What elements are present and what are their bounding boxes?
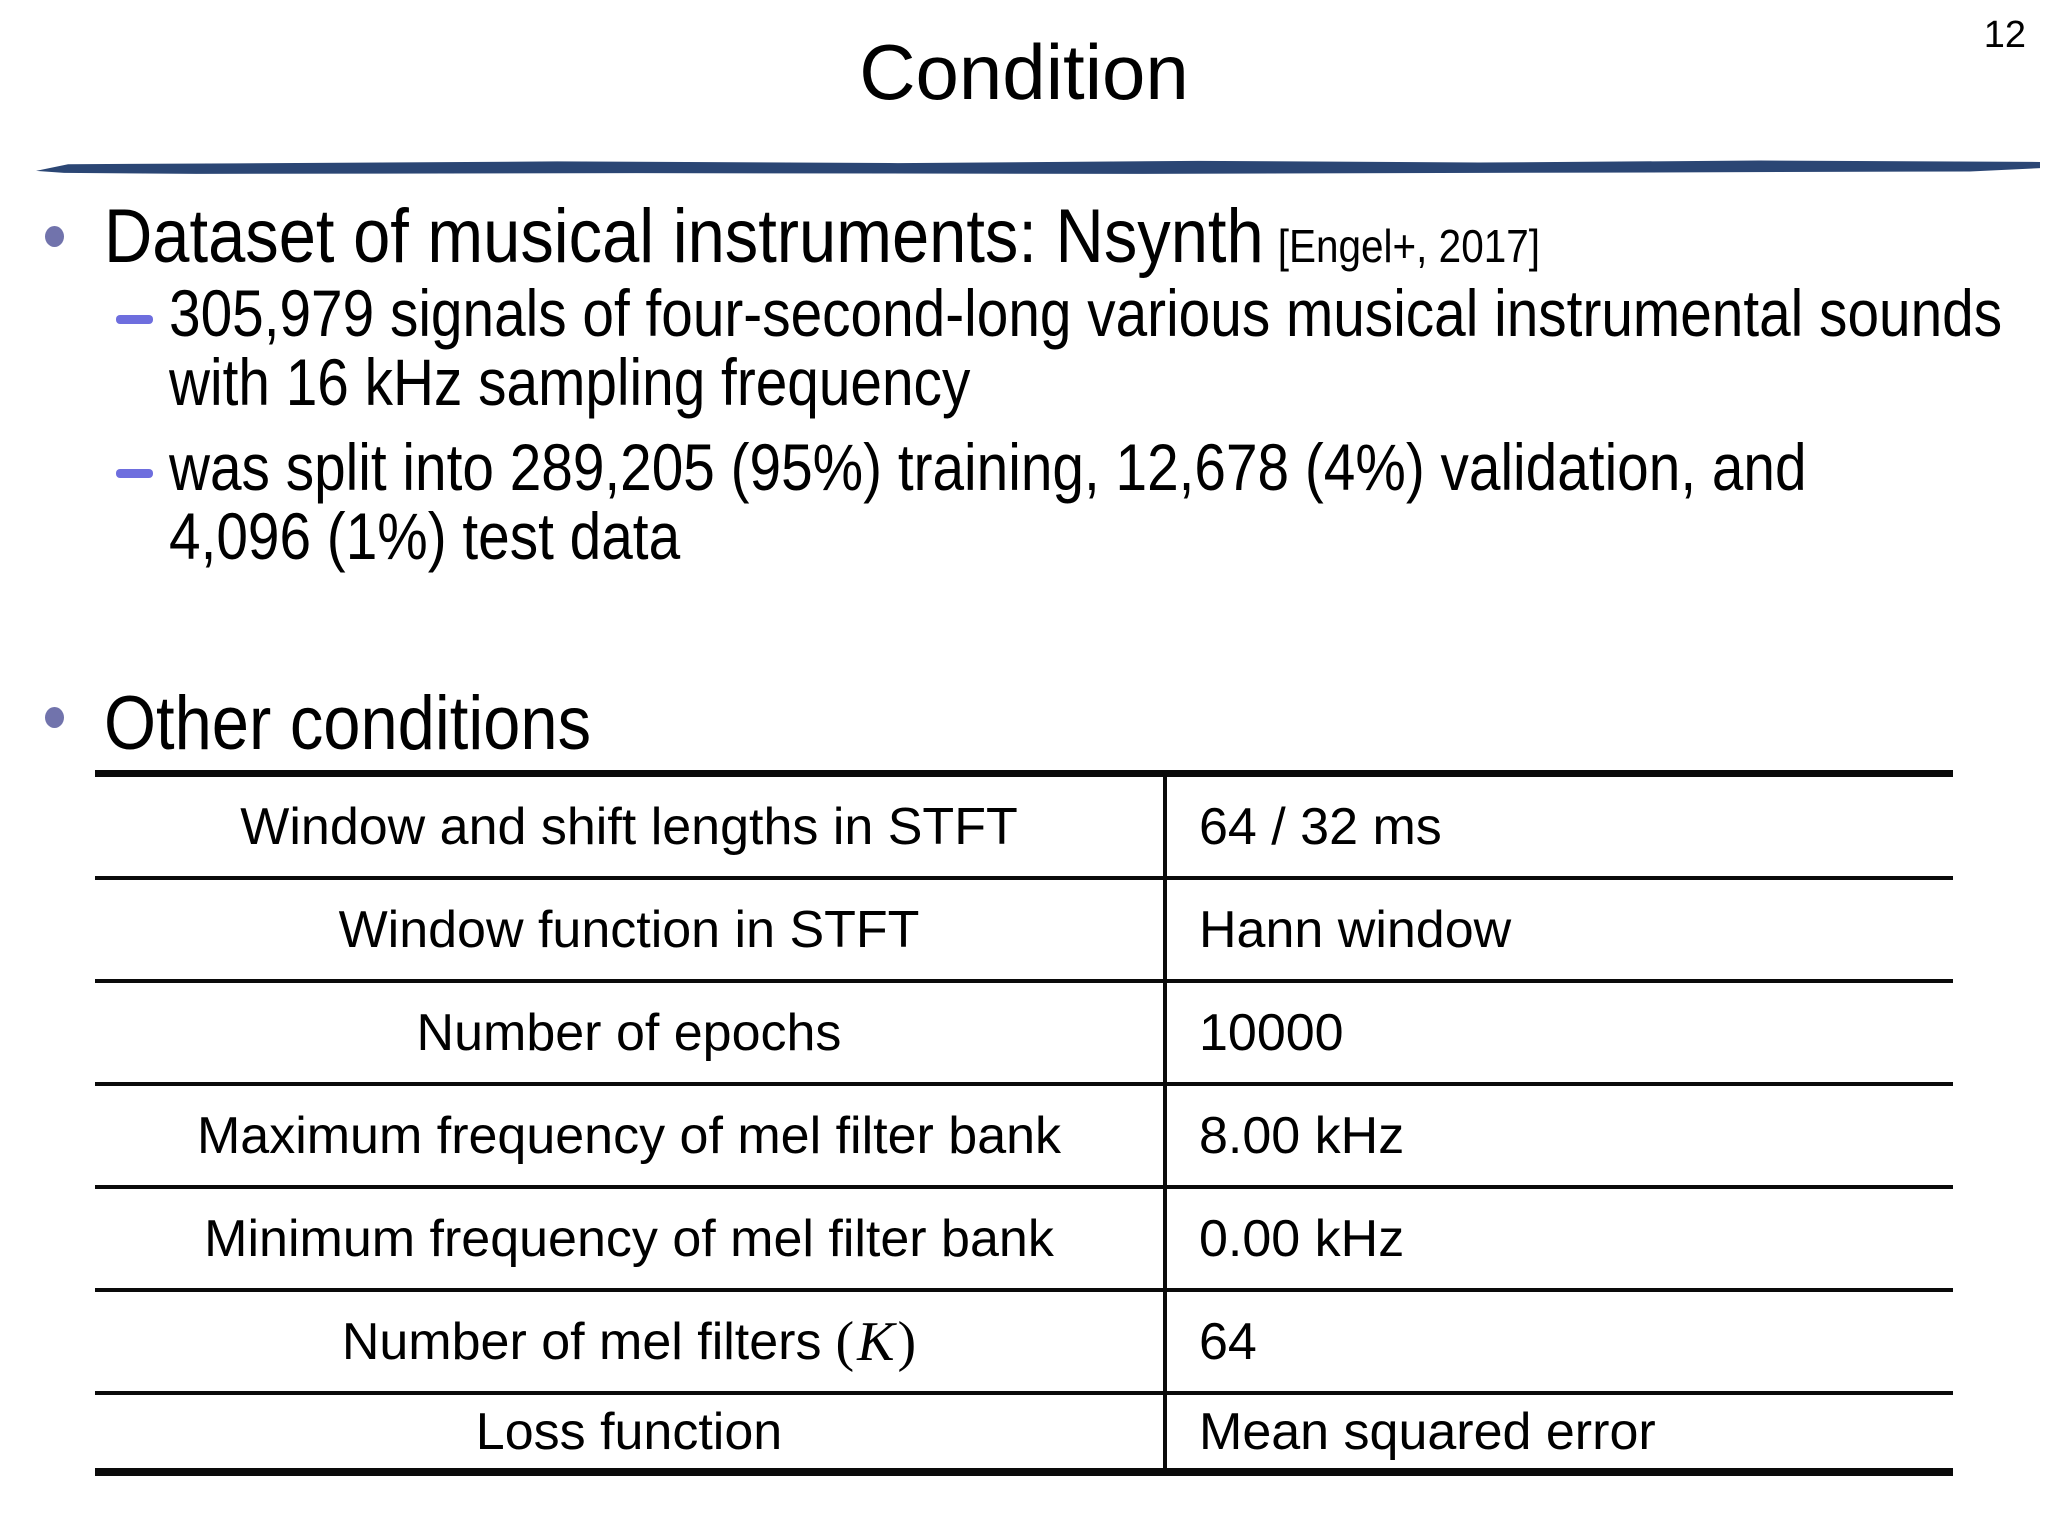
sub-bullet-signals: 305,979 signals of four-second-long vari… [169, 279, 2048, 417]
title-divider [36, 160, 2040, 174]
row-label-text: Maximum frequency of mel filter bank [196, 1106, 1062, 1165]
dash-bullet-icon [116, 469, 153, 478]
row-value: 8.00 kHz [1199, 1106, 1405, 1165]
dash-bullet-icon [116, 315, 153, 324]
sub-bullet-line-text: was split into 289,205 (95%) training, 1… [169, 430, 1807, 504]
row-label-text: Minimum frequency of mel filter bank [204, 1209, 1054, 1268]
row-label: Number of mel filters(K) [95, 1292, 1167, 1391]
sub-bullet-line-text: 305,979 signals of four-second-long vari… [169, 276, 2003, 350]
table-row: Minimum frequency of mel filter bank 0.0… [95, 1189, 1953, 1292]
page-number: 12 [1983, 14, 2026, 56]
bullet-other-text: Other conditions [104, 681, 592, 766]
sub-bullet-line: 305,979 signals of four-second-long vari… [169, 279, 2048, 348]
sub-bullet-line-text: 4,096 (1%) test data [169, 499, 681, 573]
row-value: 0.00 kHz [1199, 1209, 1405, 1268]
table-row: Number of epochs 10000 [95, 983, 1953, 1086]
row-label-text: Window and shift lengths in STFT [240, 797, 1018, 856]
row-label: Window function in STFT [95, 880, 1167, 979]
math-paren-open: ( [835, 1310, 855, 1373]
sub-bullet-line-text: with 16 kHz sampling frequency [169, 345, 971, 419]
row-label: Number of epochs [95, 983, 1167, 1082]
bullet-dataset-line: Dataset of musical instruments: Nsynth [E… [104, 197, 1540, 286]
conditions-table: Window and shift lengths in STFT 64 / 32… [95, 770, 1953, 1476]
bullet-other-line: Other conditions [104, 684, 591, 764]
slide-title: Condition [859, 28, 1189, 116]
table-row: Window function in STFT Hann window [95, 880, 1953, 983]
row-value: 64 / 32 ms [1199, 797, 1442, 856]
bullet-dataset-text: Dataset of musical instruments: Nsynth [104, 194, 1264, 279]
table-row: Loss function Mean squared error [95, 1395, 1953, 1468]
row-value: Mean squared error [1199, 1402, 1656, 1461]
row-label: Window and shift lengths in STFT [95, 777, 1167, 876]
bullet-other-conditions: Other conditions [104, 684, 657, 764]
sub-bullet-split: was split into 289,205 (95%) training, 1… [169, 433, 2048, 571]
row-label-text: Number of mel filters [341, 1312, 822, 1371]
bullet-dot-icon [45, 707, 64, 728]
row-label: Minimum frequency of mel filter bank [95, 1189, 1167, 1288]
math-paren-close: ) [897, 1310, 917, 1373]
row-label-text: Window function in STFT [338, 900, 920, 959]
row-label-text: Loss function [475, 1402, 783, 1461]
row-label: Loss function [95, 1395, 1167, 1468]
bullet-dot-icon [45, 226, 64, 247]
sub-bullet-line: was split into 289,205 (95%) training, 1… [169, 433, 2048, 502]
sub-bullet-line: with 16 kHz sampling frequency [169, 348, 2048, 417]
row-label: Maximum frequency of mel filter bank [95, 1086, 1167, 1185]
row-value: 10000 [1199, 1003, 1344, 1062]
table-row: Window and shift lengths in STFT 64 / 32… [95, 777, 1953, 880]
row-value: 64 [1199, 1312, 1257, 1371]
table-row: Maximum frequency of mel filter bank 8.0… [95, 1086, 1953, 1189]
row-value: Hann window [1199, 900, 1512, 959]
table-row: Number of mel filters(K) 64 [95, 1292, 1953, 1395]
math-variable-K: K [857, 1310, 895, 1373]
sub-bullet-line: 4,096 (1%) test data [169, 502, 2048, 571]
citation-text: [Engel+, 2017] [1277, 220, 1540, 272]
row-label-text: Number of epochs [416, 1003, 842, 1062]
bullet-dataset: Dataset of musical instruments: Nsynth [E… [104, 197, 1736, 286]
